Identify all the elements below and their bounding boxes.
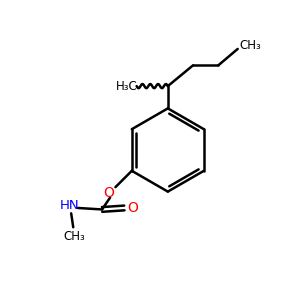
Text: CH₃: CH₃ — [239, 39, 261, 52]
Text: H₃C: H₃C — [116, 80, 138, 93]
Text: HN: HN — [60, 199, 79, 212]
Text: O: O — [103, 185, 114, 200]
Text: O: O — [127, 201, 138, 215]
Text: CH₃: CH₃ — [64, 230, 86, 243]
